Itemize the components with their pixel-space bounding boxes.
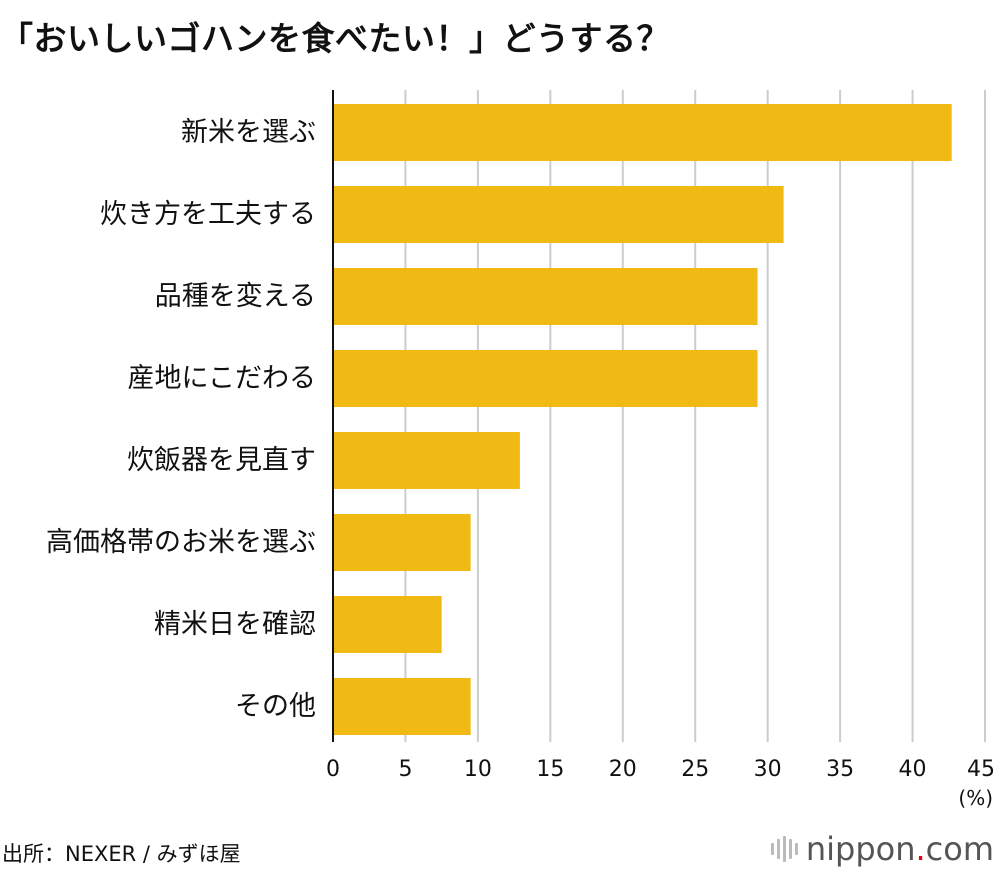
x-tick-label: 15 xyxy=(536,757,564,782)
x-tick-label: 0 xyxy=(326,757,340,782)
nippon-logo: nippon. com xyxy=(770,830,994,868)
x-tick-label: 35 xyxy=(826,757,854,782)
bar xyxy=(333,350,758,407)
logo-dot: . xyxy=(915,830,926,868)
chart-title: 「おいしいゴハンを食べたい！」どうする？ xyxy=(0,19,670,58)
category-label: 高価格帯のお米を選ぶ xyxy=(46,527,316,558)
waveform-icon xyxy=(770,836,798,862)
x-tick-label: 5 xyxy=(398,757,412,782)
category-label: その他 xyxy=(235,691,316,722)
category-label: 新米を選ぶ xyxy=(181,117,316,148)
x-tick-label: 10 xyxy=(464,757,492,782)
category-label: 品種を変える xyxy=(155,281,316,312)
x-tick-label: 40 xyxy=(899,757,927,782)
bar xyxy=(333,186,784,243)
x-tick-label: 20 xyxy=(609,757,637,782)
bar xyxy=(333,514,471,571)
bar xyxy=(333,268,758,325)
category-label: 精米日を確認 xyxy=(154,609,316,640)
bar xyxy=(333,432,520,489)
bar xyxy=(333,678,471,735)
bar xyxy=(333,596,442,653)
x-tick-label: 25 xyxy=(681,757,709,782)
category-label: 炊き方を工夫する xyxy=(100,199,316,230)
category-label: 炊飯器を見直す xyxy=(127,445,316,476)
category-label: 産地にこだわる xyxy=(128,363,316,394)
x-tick-label: 30 xyxy=(754,757,782,782)
source-note: 出所：NEXER / みずほ屋 xyxy=(2,842,241,866)
logo-tld: com xyxy=(925,830,994,868)
logo-name: nippon xyxy=(805,830,916,868)
bar xyxy=(333,104,952,161)
x-tick-label: 45 xyxy=(967,757,995,782)
x-unit-label: (%) xyxy=(958,786,993,810)
